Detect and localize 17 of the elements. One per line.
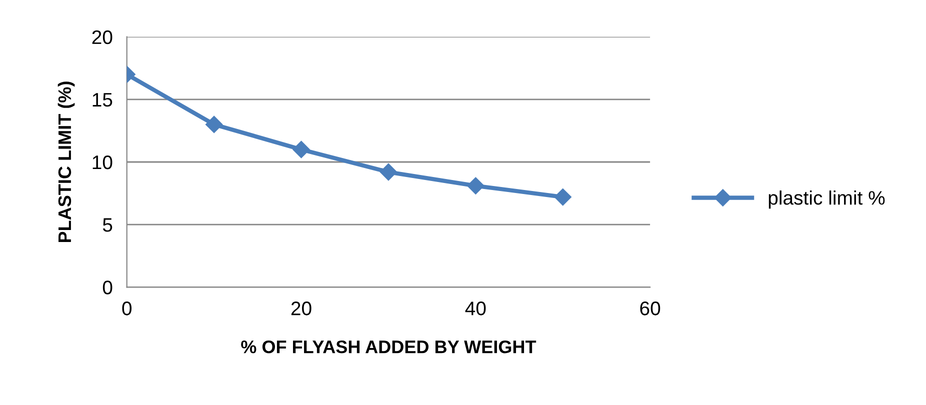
x-tick-label: 60 [640, 302, 660, 316]
point [554, 188, 572, 206]
point [467, 177, 484, 194]
y-tick-label: 0 [102, 280, 112, 294]
y-axis-title: PLASTIC LIMIT (%) [58, 82, 75, 242]
y-tick-label: 10 [92, 155, 112, 170]
y-tick-label: 15 [92, 93, 112, 107]
point [380, 163, 398, 181]
legend-label: plastic limit % [768, 190, 885, 209]
x-tick-label: 20 [291, 302, 312, 316]
y-tick-label: 20 [92, 30, 112, 44]
point [206, 116, 223, 134]
x-tick-label: 0 [122, 302, 132, 316]
x-axis-title: % OF FLYASH ADDED BY WEIGHT [241, 340, 536, 354]
x-tick-label: 40 [465, 302, 486, 316]
y-tick-label: 5 [102, 218, 112, 232]
point [292, 140, 310, 158]
